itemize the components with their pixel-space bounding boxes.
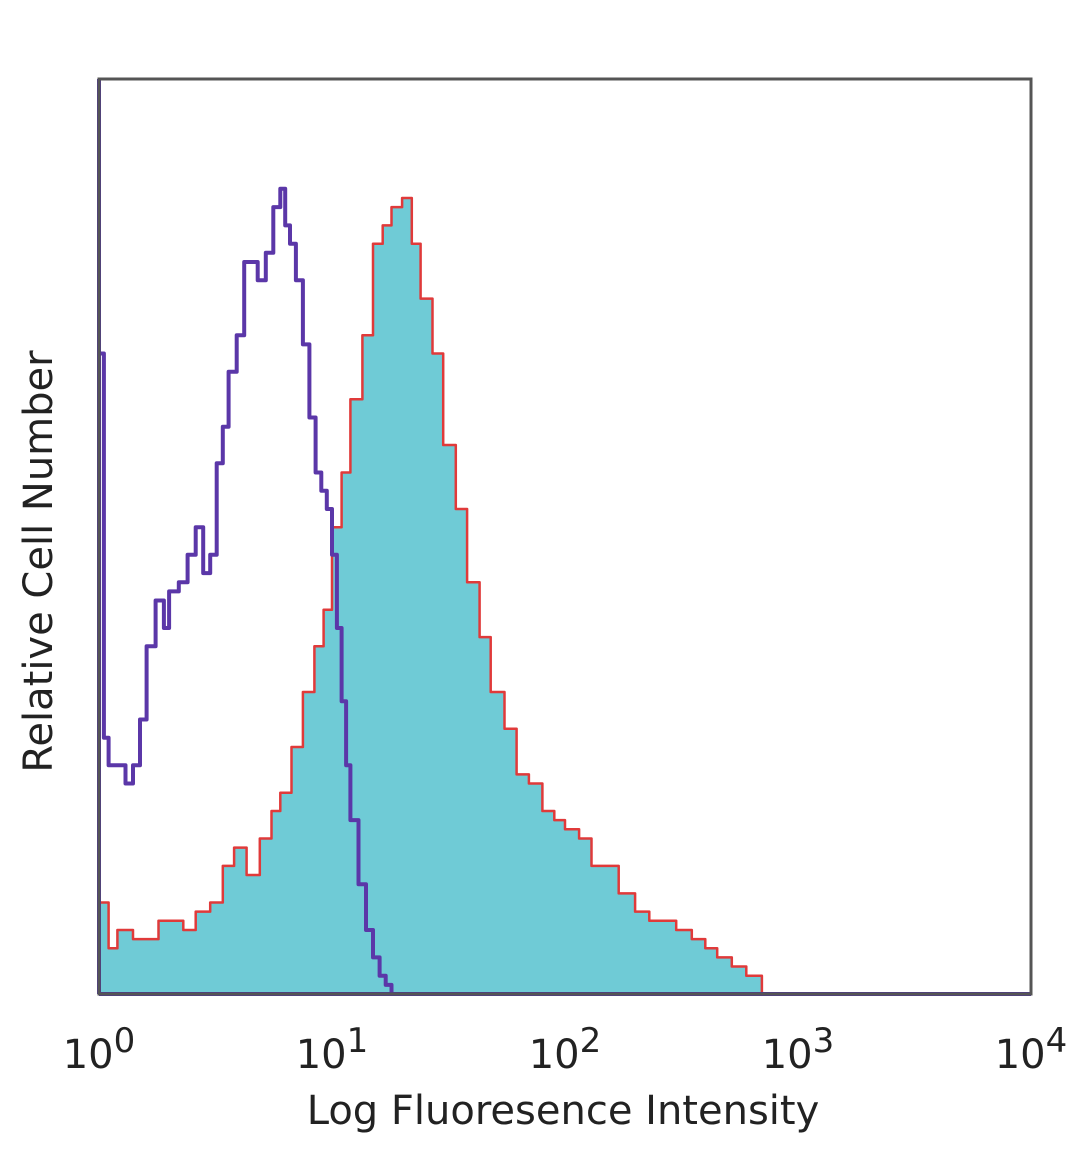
- x-tick-label: 100: [63, 1021, 136, 1078]
- series-1-line: [99, 186, 394, 994]
- x-axis-title: Log Fluoresence Intensity: [307, 1088, 820, 1134]
- x-axis-ticks: 100 101 102 103 104: [63, 1021, 1068, 1078]
- plot-frame: [97, 77, 1033, 996]
- series-0-line: [99, 196, 764, 994]
- x-tick-label: 104: [995, 1021, 1068, 1078]
- plot-area: [97, 79, 1031, 996]
- x-tick-label: 101: [296, 1021, 369, 1078]
- x-tick-label: 103: [762, 1021, 835, 1078]
- x-tick-label: 102: [529, 1021, 602, 1078]
- series-0-fill-area: [99, 198, 762, 994]
- y-axis-title: Relative Cell Number: [16, 350, 62, 773]
